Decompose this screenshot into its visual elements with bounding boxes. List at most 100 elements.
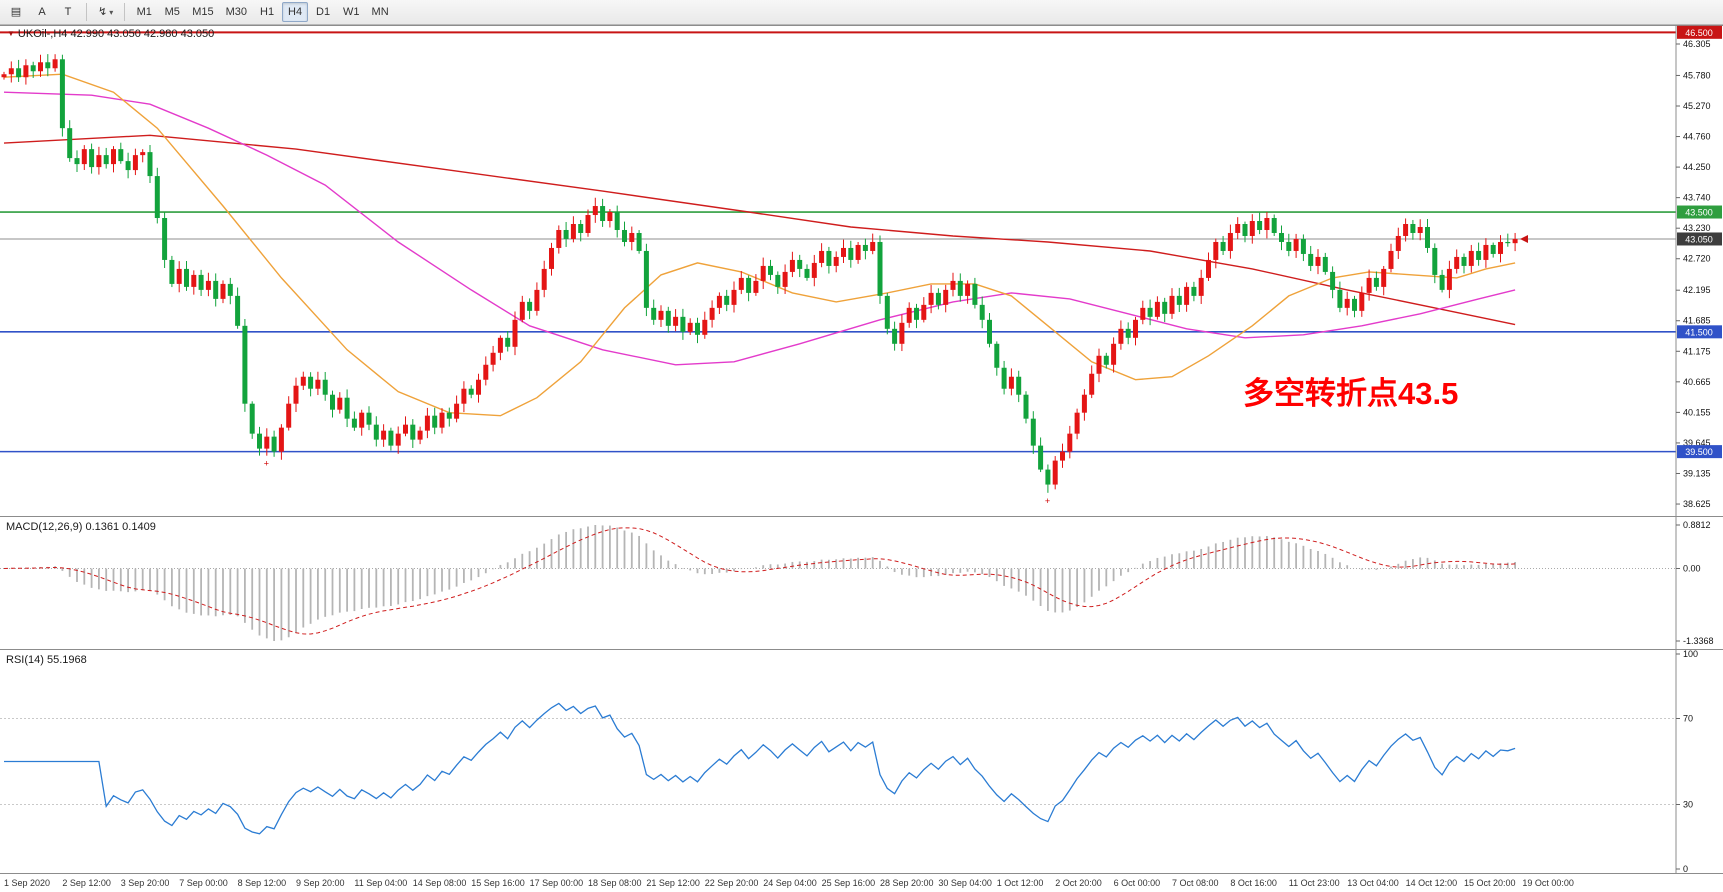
- candle-body: [30, 65, 36, 72]
- price-tick-label: 45.780: [1683, 70, 1711, 80]
- symbol-marker-icon: ▼: [7, 29, 15, 38]
- candle-body: [906, 307, 912, 323]
- candle-body: [257, 433, 262, 449]
- candle-body: [811, 262, 817, 278]
- candle-body: [497, 337, 503, 353]
- candle-body: [381, 430, 387, 440]
- candle-body: [1111, 343, 1117, 365]
- candle-body: [1308, 253, 1314, 266]
- time-tick-label: 7 Sep 00:00: [179, 878, 228, 888]
- candle-body: [636, 232, 642, 251]
- timeframe-button-m30[interactable]: M30: [221, 2, 252, 22]
- chart-window-icon[interactable]: ▤: [4, 2, 28, 22]
- candle-body: [1300, 238, 1306, 254]
- cursor-tool-a[interactable]: A: [30, 2, 54, 22]
- candle-body: [702, 319, 708, 335]
- candle-body: [789, 259, 795, 272]
- horizontal-price-lines: [0, 31, 1676, 453]
- candle-body: [1373, 277, 1379, 287]
- candle-body: [1249, 221, 1255, 236]
- objects-tool[interactable]: ↯ ▾: [93, 2, 118, 22]
- time-tick-label: 17 Sep 00:00: [530, 878, 584, 888]
- candle-body: [337, 397, 343, 410]
- candle-body: [841, 247, 846, 257]
- candle-body: [549, 247, 554, 269]
- candle-body: [643, 250, 649, 308]
- candle-body: [118, 149, 124, 162]
- candle-body: [125, 161, 131, 171]
- candle-body: [96, 155, 102, 168]
- candle-body: [461, 388, 467, 404]
- candle-body: [563, 229, 569, 239]
- price-axis[interactable]: 46.305 45.780 45.270 44.760 44.250 43.740 43.2…: [1676, 39, 1711, 509]
- candle-body: [249, 403, 255, 434]
- candle-body: [351, 418, 357, 428]
- candle-body: [965, 283, 971, 296]
- candle-body: [987, 319, 992, 344]
- low-marker-icon: +: [1045, 496, 1050, 506]
- timeframe-button-h1[interactable]: H1: [254, 2, 280, 22]
- candle-body: [235, 295, 241, 326]
- timeframe-button-h4[interactable]: H4: [282, 2, 309, 22]
- candle-body: [1067, 433, 1073, 452]
- candle-body: [534, 289, 540, 311]
- candle-body: [862, 244, 868, 251]
- timeframe-button-w1[interactable]: W1: [338, 2, 365, 22]
- candle-body: [848, 247, 854, 260]
- candle-body: [74, 158, 80, 165]
- chart-annotation-text: 多空转折点43.5: [1243, 376, 1458, 411]
- last-price-arrow-icon: [1520, 234, 1528, 243]
- candle-body: [592, 206, 598, 216]
- candle-body: [1483, 244, 1489, 260]
- low-marker-icon: +: [264, 459, 269, 469]
- time-axis[interactable]: 1 Sep 2020 2 Sep 12:00 3 Sep 20:00 7 Sep 00…: [4, 878, 1574, 888]
- candle-body: [140, 152, 146, 156]
- macd-axis-label: 0.00: [1683, 564, 1701, 574]
- candle-body: [1498, 241, 1503, 254]
- candle-body: [1279, 232, 1284, 242]
- price-tick-label: 45.270: [1683, 101, 1711, 111]
- timeframe-button-m15[interactable]: M15: [187, 2, 218, 22]
- text-label-tool[interactable]: T: [56, 2, 80, 22]
- candle-body: [89, 149, 95, 168]
- candle-body: [724, 295, 730, 305]
- time-tick-label: 25 Sep 16:00: [822, 878, 876, 888]
- candle-body: [1052, 460, 1058, 485]
- candle-body: [169, 259, 175, 284]
- candle-body: [38, 62, 43, 72]
- candle-body: [1315, 256, 1321, 266]
- candle-body: [1410, 223, 1416, 233]
- time-tick-label: 13 Oct 04:00: [1347, 878, 1399, 888]
- macd-axis-label: 0.8812: [1683, 520, 1711, 530]
- timeframe-button-m1[interactable]: M1: [131, 2, 157, 22]
- price-tick-label: 42.195: [1683, 285, 1711, 295]
- rsi-panel: 100 70 30 0: [0, 649, 1698, 874]
- symbol-ohlc-title: ▼ UKOil-,H4 42.990 43.050 42.980 43.050: [7, 28, 214, 40]
- candle-body: [278, 427, 284, 452]
- time-tick-label: 14 Oct 12:00: [1406, 878, 1458, 888]
- candle-body: [1016, 376, 1022, 395]
- price-tag-label: 39.500: [1685, 447, 1713, 457]
- candle-body: [468, 388, 474, 395]
- candle-body: [16, 68, 22, 78]
- candle-body: [709, 307, 715, 320]
- rsi-line: [4, 702, 1516, 835]
- candle-body: [344, 397, 350, 419]
- candle-body: [928, 292, 934, 305]
- macd-axis-label: -1.3368: [1683, 636, 1714, 646]
- toolbar-separator: [86, 3, 87, 21]
- timeframe-button-m5[interactable]: M5: [159, 2, 185, 22]
- rsi-axis-label: 100: [1683, 649, 1698, 659]
- time-tick-label: 2 Oct 20:00: [1055, 878, 1102, 888]
- candle-body: [410, 424, 416, 440]
- candle-body: [242, 325, 248, 404]
- timeframe-button-d1[interactable]: D1: [310, 2, 336, 22]
- candle-body: [1505, 241, 1511, 244]
- candle-body: [111, 149, 116, 165]
- price-tick-label: 39.135: [1683, 468, 1711, 478]
- candle-body: [154, 176, 160, 219]
- candle-body: [1337, 289, 1343, 308]
- candle-body: [687, 322, 693, 332]
- timeframe-button-mn[interactable]: MN: [367, 2, 394, 22]
